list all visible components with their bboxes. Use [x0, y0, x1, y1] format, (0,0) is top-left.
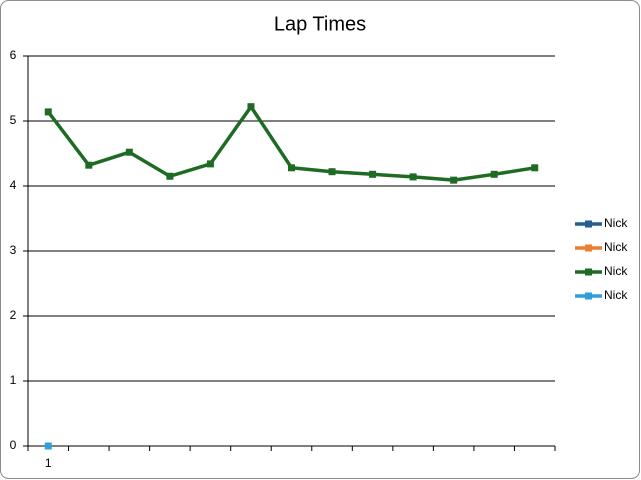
y-tick-label: 6 — [10, 48, 17, 62]
chart-title: Lap Times — [274, 13, 366, 35]
y-tick-label: 3 — [10, 243, 17, 257]
data-point — [125, 148, 133, 156]
legend-label: Nick — [604, 264, 628, 278]
data-point — [531, 164, 539, 172]
y-tick-label: 5 — [10, 113, 17, 127]
y-tick-label: 0 — [10, 438, 17, 452]
data-point — [450, 176, 458, 184]
data-point — [44, 442, 52, 450]
x-tick-label: 1 — [45, 456, 52, 470]
y-tick-label: 4 — [10, 178, 17, 192]
data-point — [328, 168, 336, 176]
legend-label: Nick — [604, 240, 628, 254]
data-point — [206, 160, 214, 168]
y-tick-label: 1 — [10, 373, 17, 387]
data-point — [490, 170, 498, 178]
legend-marker — [585, 220, 592, 228]
legend-label: Nick — [604, 216, 628, 230]
data-point — [44, 108, 52, 116]
legend-label: Nick — [604, 288, 628, 302]
data-point — [85, 161, 93, 169]
data-point — [288, 164, 295, 172]
y-tick-label: 2 — [10, 308, 17, 322]
legend-marker — [585, 292, 592, 300]
data-point — [247, 103, 255, 111]
data-point — [409, 173, 417, 181]
legend-marker — [585, 244, 592, 252]
data-point — [369, 170, 377, 178]
legend-marker — [585, 268, 592, 276]
data-point — [166, 172, 174, 180]
